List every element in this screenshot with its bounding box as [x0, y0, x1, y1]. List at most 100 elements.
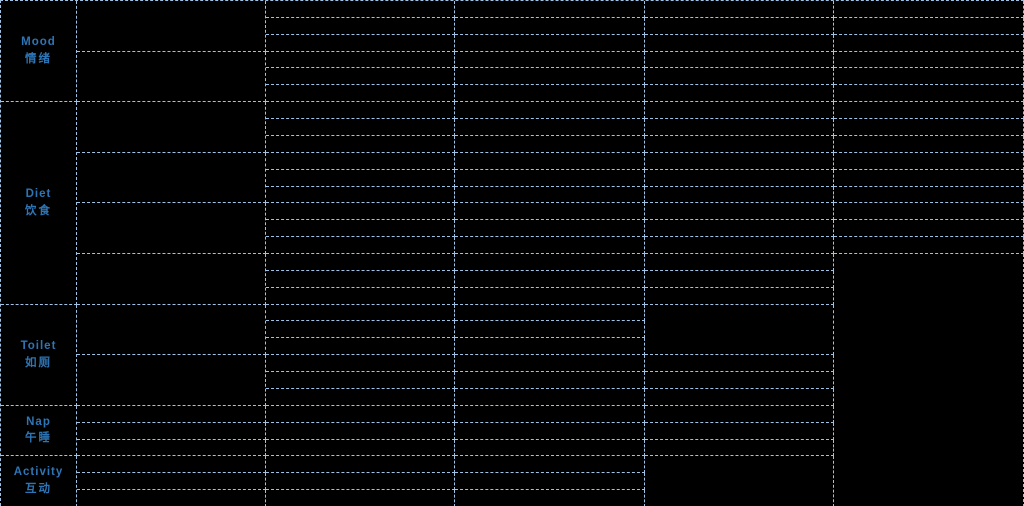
grid-cell-field-c5-r12[interactable]: [834, 203, 1024, 220]
grid-cell-field-c4-r21[interactable]: [645, 355, 834, 372]
grid-cell-field-c3-r0[interactable]: [455, 1, 645, 18]
grid-cell-field-c3-r26[interactable]: [455, 440, 645, 456]
grid-cell-field-c4-r18[interactable]: [645, 305, 834, 355]
grid-cell-field-c2-r22[interactable]: [266, 372, 455, 389]
grid-cell-subgroup-c1-r24[interactable]: [77, 406, 266, 423]
grid-cell-field-c4-r7[interactable]: [645, 119, 834, 136]
grid-cell-field-c3-r20[interactable]: [455, 338, 645, 355]
grid-cell-field-c2-r28[interactable]: [266, 473, 455, 490]
grid-cell-field-c2-r23[interactable]: [266, 389, 455, 406]
grid-cell-field-c2-r4[interactable]: [266, 68, 455, 85]
grid-cell-subgroup-c1-r12[interactable]: [77, 203, 266, 254]
grid-cell-field-c3-r21[interactable]: [455, 355, 645, 372]
grid-cell-field-c5-r0[interactable]: [834, 1, 1024, 18]
grid-cell-field-c5-r14[interactable]: [834, 237, 1024, 254]
grid-cell-field-c3-r1[interactable]: [455, 18, 645, 35]
grid-cell-field-c4-r24[interactable]: [645, 406, 834, 423]
grid-cell-field-c5-r4[interactable]: [834, 68, 1024, 85]
grid-cell-field-c3-r7[interactable]: [455, 119, 645, 136]
grid-cell-field-c3-r22[interactable]: [455, 372, 645, 389]
grid-cell-field-c4-r15[interactable]: [645, 254, 834, 271]
grid-cell-field-c3-r24[interactable]: [455, 406, 645, 423]
grid-cell-field-c3-r25[interactable]: [455, 423, 645, 440]
grid-cell-field-c3-r10[interactable]: [455, 170, 645, 187]
grid-cell-field-c3-r27[interactable]: [455, 456, 645, 473]
grid-cell-field-c3-r12[interactable]: [455, 203, 645, 220]
grid-cell-field-c3-r28[interactable]: [455, 473, 645, 490]
grid-cell-field-c3-r29[interactable]: [455, 490, 645, 506]
grid-cell-subgroup-c1-r18[interactable]: [77, 305, 266, 355]
grid-cell-field-c5-r7[interactable]: [834, 119, 1024, 136]
grid-cell-field-c3-r6[interactable]: [455, 102, 645, 119]
grid-cell-field-c4-r1[interactable]: [645, 18, 834, 35]
grid-cell-field-c3-r9[interactable]: [455, 153, 645, 170]
grid-cell-field-c5-r9[interactable]: [834, 153, 1024, 170]
grid-cell-field-c2-r11[interactable]: [266, 187, 455, 203]
grid-cell-field-c4-r6[interactable]: [645, 102, 834, 119]
grid-cell-field-c3-r19[interactable]: [455, 321, 645, 338]
grid-cell-field-c4-r14[interactable]: [645, 237, 834, 254]
grid-cell-field-c3-r23[interactable]: [455, 389, 645, 406]
grid-cell-field-c2-r12[interactable]: [266, 203, 455, 220]
grid-cell-field-c5-r1[interactable]: [834, 18, 1024, 35]
grid-cell-subgroup-c1-r26[interactable]: [77, 440, 266, 456]
grid-cell-field-c2-r10[interactable]: [266, 170, 455, 187]
grid-cell-field-c2-r25[interactable]: [266, 423, 455, 440]
grid-cell-field-c2-r8[interactable]: [266, 136, 455, 153]
grid-cell-field-c3-r17[interactable]: [455, 288, 645, 305]
grid-cell-field-c4-r2[interactable]: [645, 35, 834, 52]
grid-cell-subgroup-c1-r3[interactable]: [77, 52, 266, 102]
grid-cell-field-c4-r0[interactable]: [645, 1, 834, 18]
grid-cell-field-c4-r8[interactable]: [645, 136, 834, 153]
grid-cell-subgroup-c1-r21[interactable]: [77, 355, 266, 406]
grid-cell-field-c4-r23[interactable]: [645, 389, 834, 406]
grid-cell-field-c3-r14[interactable]: [455, 237, 645, 254]
grid-cell-field-c4-r4[interactable]: [645, 68, 834, 85]
grid-cell-field-c2-r17[interactable]: [266, 288, 455, 305]
grid-cell-field-c2-r5[interactable]: [266, 85, 455, 102]
grid-cell-field-c2-r19[interactable]: [266, 321, 455, 338]
grid-cell-field-c2-r6[interactable]: [266, 102, 455, 119]
grid-cell-field-c2-r7[interactable]: [266, 119, 455, 136]
grid-cell-field-c2-r16[interactable]: [266, 271, 455, 288]
grid-cell-subgroup-c1-r28[interactable]: [77, 473, 266, 490]
grid-cell-field-c4-r22[interactable]: [645, 372, 834, 389]
grid-cell-field-c3-r11[interactable]: [455, 187, 645, 203]
grid-cell-subgroup-c1-r6[interactable]: [77, 102, 266, 153]
grid-cell-field-c4-r9[interactable]: [645, 153, 834, 170]
grid-cell-subgroup-c1-r29[interactable]: [77, 490, 266, 506]
grid-cell-field-c4-r5[interactable]: [645, 85, 834, 102]
grid-cell-field-c2-r1[interactable]: [266, 18, 455, 35]
grid-cell-field-c2-r20[interactable]: [266, 338, 455, 355]
grid-cell-field-c2-r26[interactable]: [266, 440, 455, 456]
grid-cell-field-c3-r5[interactable]: [455, 85, 645, 102]
grid-cell-field-c2-r18[interactable]: [266, 305, 455, 321]
grid-cell-field-c2-r15[interactable]: [266, 254, 455, 271]
grid-cell-field-c2-r2[interactable]: [266, 35, 455, 52]
grid-cell-field-c2-r24[interactable]: [266, 406, 455, 423]
grid-cell-field-c4-r17[interactable]: [645, 288, 834, 305]
grid-cell-field-c4-r10[interactable]: [645, 170, 834, 187]
grid-cell-field-c2-r3[interactable]: [266, 52, 455, 68]
grid-cell-field-c4-r12[interactable]: [645, 203, 834, 220]
grid-cell-field-c5-r6[interactable]: [834, 102, 1024, 119]
grid-cell-field-c2-r0[interactable]: [266, 1, 455, 18]
grid-cell-field-c3-r13[interactable]: [455, 220, 645, 237]
grid-cell-field-c4-r16[interactable]: [645, 271, 834, 288]
grid-cell-field-c3-r3[interactable]: [455, 52, 645, 68]
grid-cell-field-c2-r27[interactable]: [266, 456, 455, 473]
grid-cell-field-c2-r14[interactable]: [266, 237, 455, 254]
grid-cell-field-c5-r5[interactable]: [834, 85, 1024, 102]
grid-cell-field-c3-r2[interactable]: [455, 35, 645, 52]
grid-cell-field-c5-r13[interactable]: [834, 220, 1024, 237]
grid-cell-field-c4-r13[interactable]: [645, 220, 834, 237]
grid-cell-field-c5-r10[interactable]: [834, 170, 1024, 187]
grid-cell-field-c4-r3[interactable]: [645, 52, 834, 68]
grid-cell-field-c4-r27[interactable]: [645, 456, 834, 506]
grid-cell-field-c2-r9[interactable]: [266, 153, 455, 170]
grid-cell-field-c3-r15[interactable]: [455, 254, 645, 271]
grid-cell-field-c2-r29[interactable]: [266, 490, 455, 506]
grid-cell-subgroup-c1-r0[interactable]: [77, 1, 266, 52]
grid-cell-field-c3-r8[interactable]: [455, 136, 645, 153]
grid-cell-field-c3-r4[interactable]: [455, 68, 645, 85]
